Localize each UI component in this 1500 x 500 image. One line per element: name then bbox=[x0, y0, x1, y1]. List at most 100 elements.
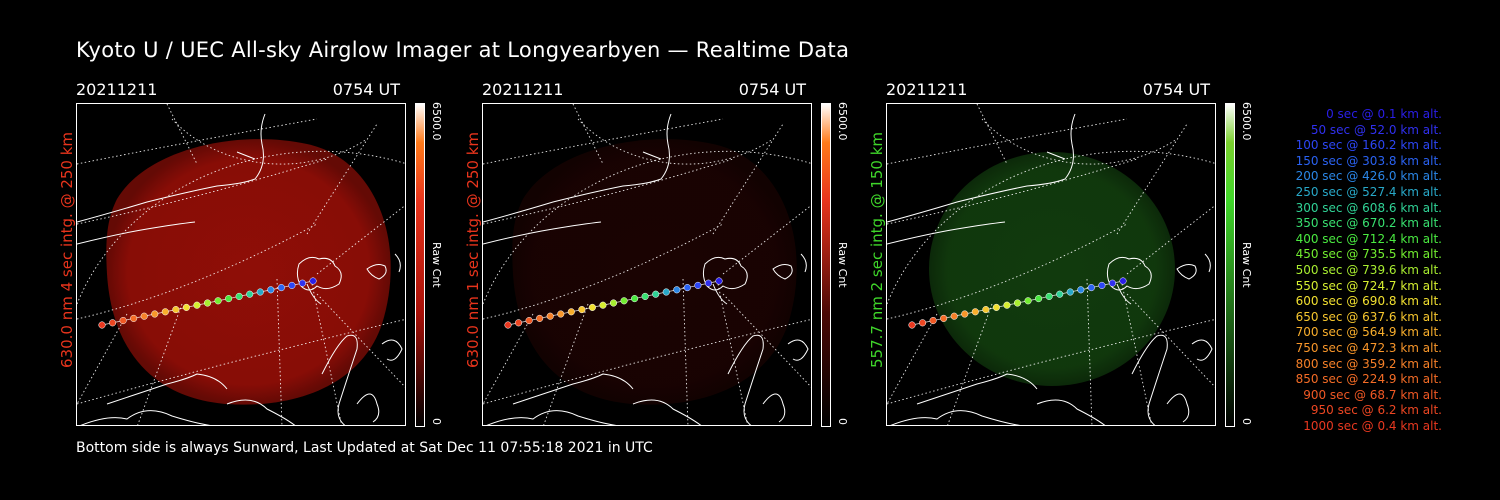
image-panel-2: 20211211 0754 UT 6500.0 Raw Cnt 0 bbox=[482, 80, 882, 430]
legend-row: 1000 sec @ 0.4 km alt. bbox=[1262, 419, 1442, 435]
allsky-image bbox=[886, 103, 1216, 426]
legend-time: 600 sec bbox=[1295, 294, 1343, 309]
trajectory-point bbox=[950, 312, 958, 320]
legend-time: 400 sec bbox=[1295, 231, 1343, 246]
panel-date: 20211211 bbox=[76, 80, 158, 99]
legend-time: 750 sec bbox=[1295, 340, 1343, 355]
legend-altitude: 690.8 km alt. bbox=[1362, 294, 1442, 309]
legend-altitude: 0.4 km alt. bbox=[1377, 418, 1442, 433]
trajectory-point bbox=[1119, 277, 1127, 285]
trajectory-point bbox=[929, 317, 937, 325]
trajectory-point bbox=[246, 290, 254, 298]
trajectory-point bbox=[203, 299, 212, 307]
panel-date: 20211211 bbox=[482, 80, 564, 99]
trajectory-point bbox=[1108, 279, 1116, 287]
trajectory-point bbox=[119, 317, 127, 325]
trajectory-point bbox=[1045, 292, 1053, 300]
legend-time: 1000 sec bbox=[1303, 418, 1358, 433]
legend-time: 550 sec bbox=[1295, 278, 1343, 293]
color-scale-bar bbox=[821, 103, 831, 427]
trajectory-point bbox=[631, 295, 639, 303]
legend-altitude: 608.6 km alt. bbox=[1362, 200, 1442, 215]
rocket-trajectory bbox=[908, 277, 1127, 329]
lat-lon-grid bbox=[77, 104, 405, 425]
coastline bbox=[887, 113, 1213, 425]
legend-time: 900 sec bbox=[1303, 387, 1351, 402]
trajectory-point bbox=[557, 310, 565, 318]
legend-at-sign: @ bbox=[1342, 231, 1363, 246]
trajectory-point bbox=[673, 286, 681, 294]
legend-row: 750 sec @ 472.3 km alt. bbox=[1262, 341, 1442, 357]
legend-row: 900 sec @ 68.7 km alt. bbox=[1262, 388, 1442, 404]
legend-at-sign: @ bbox=[1342, 216, 1363, 231]
trajectory-point bbox=[225, 295, 233, 303]
legend-time: 950 sec bbox=[1310, 403, 1358, 418]
legend-at-sign: @ bbox=[1342, 372, 1363, 387]
legend-row: 150 sec @ 303.8 km alt. bbox=[1262, 154, 1442, 170]
scale-unit-label: Raw Cnt bbox=[430, 242, 443, 288]
allsky-map bbox=[483, 104, 811, 425]
wavelength-label: 557.7 nm 2 sec intg. @ 150 km bbox=[868, 131, 886, 368]
trajectory-point bbox=[140, 312, 148, 320]
panel-time: 0754 UT bbox=[332, 80, 400, 99]
allsky-map bbox=[77, 104, 405, 425]
legend-at-sign: @ bbox=[1357, 403, 1378, 418]
trajectory-legend: 0 sec @ 0.1 km alt. 50 sec @ 52.0 km alt.… bbox=[1262, 107, 1442, 434]
legend-row: 850 sec @ 224.9 km alt. bbox=[1262, 372, 1442, 388]
legend-row: 50 sec @ 52.0 km alt. bbox=[1262, 123, 1442, 139]
scale-max-label: 6500.0 bbox=[1240, 102, 1253, 141]
wavelength-label: 630.0 nm 1 sec intg. @ 250 km bbox=[464, 131, 482, 368]
legend-altitude: 527.4 km alt. bbox=[1362, 184, 1442, 199]
legend-at-sign: @ bbox=[1342, 278, 1363, 293]
trajectory-point bbox=[609, 299, 618, 307]
trajectory-point bbox=[940, 314, 948, 322]
legend-time: 850 sec bbox=[1295, 372, 1343, 387]
trajectory-point bbox=[172, 306, 180, 314]
legend-altitude: 359.2 km alt. bbox=[1362, 356, 1442, 371]
legend-row: 400 sec @ 712.4 km alt. bbox=[1262, 232, 1442, 248]
legend-time: 150 sec bbox=[1295, 153, 1343, 168]
legend-time: 450 sec bbox=[1295, 247, 1343, 262]
trajectory-point bbox=[1003, 301, 1011, 309]
trajectory-point bbox=[1035, 295, 1043, 303]
page-title: Kyoto U / UEC All-sky Airglow Imager at … bbox=[76, 38, 850, 62]
legend-row: 950 sec @ 6.2 km alt. bbox=[1262, 403, 1442, 419]
legend-row: 250 sec @ 527.4 km alt. bbox=[1262, 185, 1442, 201]
trajectory-point bbox=[961, 310, 969, 318]
legend-altitude: 739.6 km alt. bbox=[1362, 262, 1442, 277]
trajectory-point bbox=[109, 319, 117, 327]
trajectory-point bbox=[536, 314, 544, 322]
scale-unit-label: Raw Cnt bbox=[836, 242, 849, 288]
trajectory-point bbox=[1066, 288, 1074, 296]
legend-row: 650 sec @ 637.6 km alt. bbox=[1262, 310, 1442, 326]
trajectory-point bbox=[256, 288, 264, 296]
legend-at-sign: @ bbox=[1342, 294, 1363, 309]
legend-row: 350 sec @ 670.2 km alt. bbox=[1262, 216, 1442, 232]
legend-at-sign: @ bbox=[1342, 138, 1363, 153]
scale-max-label: 6500.0 bbox=[836, 102, 849, 141]
legend-row: 200 sec @ 426.0 km alt. bbox=[1262, 169, 1442, 185]
legend-row: 600 sec @ 690.8 km alt. bbox=[1262, 294, 1442, 310]
legend-time: 800 sec bbox=[1295, 356, 1343, 371]
legend-time: 300 sec bbox=[1295, 200, 1343, 215]
trajectory-point bbox=[525, 317, 533, 325]
trajectory-point bbox=[1024, 297, 1032, 305]
airglow-emission bbox=[106, 139, 391, 405]
trajectory-point bbox=[504, 321, 512, 329]
legend-at-sign: @ bbox=[1342, 356, 1363, 371]
legend-at-sign: @ bbox=[1357, 418, 1378, 433]
legend-at-sign: @ bbox=[1342, 184, 1363, 199]
trajectory-point bbox=[288, 281, 296, 289]
trajectory-point bbox=[193, 301, 201, 309]
legend-row: 100 sec @ 160.2 km alt. bbox=[1262, 138, 1442, 154]
trajectory-point bbox=[1077, 286, 1085, 294]
trajectory-point bbox=[151, 310, 159, 318]
image-panel-3: 20211211 0754 UT 6500.0 Raw Cnt 0 bbox=[886, 80, 1286, 430]
trajectory-point bbox=[971, 308, 979, 316]
legend-altitude: 637.6 km alt. bbox=[1362, 309, 1442, 324]
trajectory-point bbox=[982, 306, 990, 314]
scale-min-label: 0 bbox=[836, 418, 849, 425]
trajectory-point bbox=[652, 290, 660, 298]
trajectory-point bbox=[992, 303, 1000, 311]
rocket-trajectory bbox=[98, 277, 317, 329]
